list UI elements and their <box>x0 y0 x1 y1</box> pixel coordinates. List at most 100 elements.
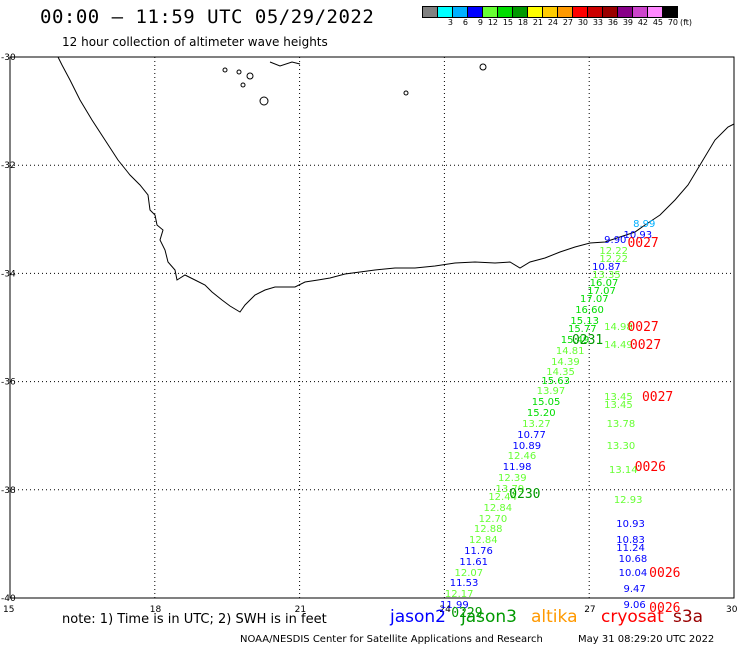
colorbar-tick-label: 27 <box>562 18 573 27</box>
wave-height-value: 12.84 <box>469 535 498 547</box>
colorbar-swatch <box>632 6 648 18</box>
wave-height-value: 17.07 <box>587 286 616 298</box>
island-1 <box>222 67 228 73</box>
colorbar-swatch <box>422 6 438 18</box>
wave-height-value: 11.76 <box>464 546 493 557</box>
colorbar-tick-label: 39 <box>622 18 633 27</box>
wave-height-value: 14.81 <box>555 345 585 357</box>
wave-height-value: 16.07 <box>589 278 619 290</box>
wave-height-value: 13.27 <box>522 418 551 430</box>
lon-label: 24 <box>439 605 451 615</box>
wave-height-value: 13.30 <box>606 440 636 452</box>
page-subtitle: 12 hour collection of altimeter wave hei… <box>62 35 328 49</box>
wave-height-value: 14.39 <box>551 356 580 368</box>
colorbar-swatch <box>617 6 633 18</box>
wave-height-value: 10.89 <box>512 440 542 452</box>
wave-height-value: 12.39 <box>497 472 527 484</box>
pass-time-label: 0027 <box>627 235 659 251</box>
wave-height-value: 15.49 <box>560 335 590 347</box>
wave-height-value: 15.77 <box>567 324 597 336</box>
colorbar-tick-label: 42 <box>637 18 648 27</box>
colorbar-tick-label: 30 <box>577 18 588 27</box>
wave-height-value: 8.99 <box>633 218 656 230</box>
lat-label: -32 <box>1 161 16 171</box>
colorbar-labels: 3 6 9 12 15 18 21 24 27 30 33 36 39 42 45 70 (ft) <box>423 18 700 27</box>
colorbar-swatch <box>662 6 678 18</box>
wave-height-value: 12.44 <box>488 491 517 503</box>
wave-height-value: 10.68 <box>618 554 648 566</box>
island-7 <box>479 63 487 71</box>
colorbar-tick-label: 18 <box>517 18 528 27</box>
pass-time-label: 0230 <box>509 487 541 503</box>
colorbar-swatch <box>482 6 498 18</box>
colorbar-tick-label: 15 <box>502 18 513 27</box>
pass-time-label: 0027 <box>641 389 674 405</box>
colorbar-swatches <box>422 6 700 18</box>
legend-s3a: s3a <box>673 607 704 627</box>
colorbar: 3 6 9 12 15 18 21 24 27 30 33 36 39 42 45 70 (ft) <box>422 6 700 27</box>
wave-height-value: 12.22 <box>599 245 628 257</box>
colorbar-tick-label: 9 <box>477 18 483 27</box>
island-2 <box>236 69 242 75</box>
wave-height-value: 16.60 <box>575 305 604 317</box>
pass-time-label: 0231 <box>571 333 604 349</box>
colorbar-tick-label: 21 <box>532 18 543 27</box>
wave-height-value: 10.83 <box>616 535 645 547</box>
wave-height-value: 13.78 <box>606 418 636 430</box>
coastline <box>57 56 735 313</box>
wave-height-value: 17.07 <box>580 294 609 306</box>
lat-label: -34 <box>1 269 16 279</box>
wave-height-value: 13.79 <box>495 483 525 495</box>
pass-time-label: 0027 <box>627 319 659 335</box>
wave-height-value: 9.06 <box>623 600 646 612</box>
colorbar-tick-label <box>422 18 438 27</box>
wave-height-value: 10.87 <box>592 261 621 273</box>
wave-height-value: 12.93 <box>613 494 643 506</box>
colorbar-tick-label: 3 <box>447 18 453 27</box>
colorbar-tick-label: 12 <box>487 18 498 27</box>
lat-label: -36 <box>1 378 16 388</box>
wave-height-value: 11.24 <box>616 543 645 555</box>
island-5 <box>259 96 269 106</box>
wave-height-value: 13.45 <box>604 391 633 403</box>
note-text: note: 1) Time is in UTC; 2) SWH is in fe… <box>62 612 327 627</box>
colorbar-swatch <box>572 6 588 18</box>
colorbar-tick-label: 45 <box>652 18 663 27</box>
wave-height-value: 12.07 <box>454 567 484 579</box>
legend-cryosat: cryosat <box>601 607 664 627</box>
footer-timestamp: May 31 08:29:20 UTC 2022 <box>578 634 715 645</box>
legend-altika: altika <box>531 607 578 627</box>
wave-height-value: 11.53 <box>449 578 479 590</box>
lat-label: -40 <box>1 594 16 604</box>
wave-height-value: 13.45 <box>604 399 633 411</box>
colorbar-swatch <box>467 6 483 18</box>
wave-height-value: 11.98 <box>502 462 532 474</box>
top-coast-fragment <box>269 61 301 67</box>
wave-height-value: 14.49 <box>604 340 633 352</box>
colorbar-swatch <box>602 6 618 18</box>
colorbar-swatch <box>527 6 543 18</box>
wave-height-value: 13.35 <box>592 270 621 282</box>
lat-label: -38 <box>1 486 16 496</box>
legend-jason2: jason2 <box>390 607 446 627</box>
wave-height-value: 14.98 <box>604 321 633 333</box>
colorbar-unit: (ft) <box>680 18 693 27</box>
wave-height-value: 13.97 <box>536 386 566 398</box>
wave-height-value: 15.13 <box>570 316 599 328</box>
lon-label: 15 <box>3 605 14 615</box>
lon-label: 18 <box>150 605 162 615</box>
africa-coastline <box>57 56 735 313</box>
island-6 <box>403 90 409 96</box>
wave-height-value: 9.90 <box>604 234 627 246</box>
wave-height-value: 11.61 <box>459 556 488 568</box>
colorbar-swatch <box>647 6 663 18</box>
wave-height-value: 10.93 <box>623 229 653 241</box>
colorbar-swatch <box>542 6 558 18</box>
colorbar-tick-label: 70 <box>667 18 678 27</box>
pass-time-label: 0027 <box>629 338 662 354</box>
wave-height-value: 12.22 <box>599 253 628 265</box>
wave-height-value: 15.05 <box>531 397 561 409</box>
pass-time-label: 0026 <box>649 565 681 581</box>
